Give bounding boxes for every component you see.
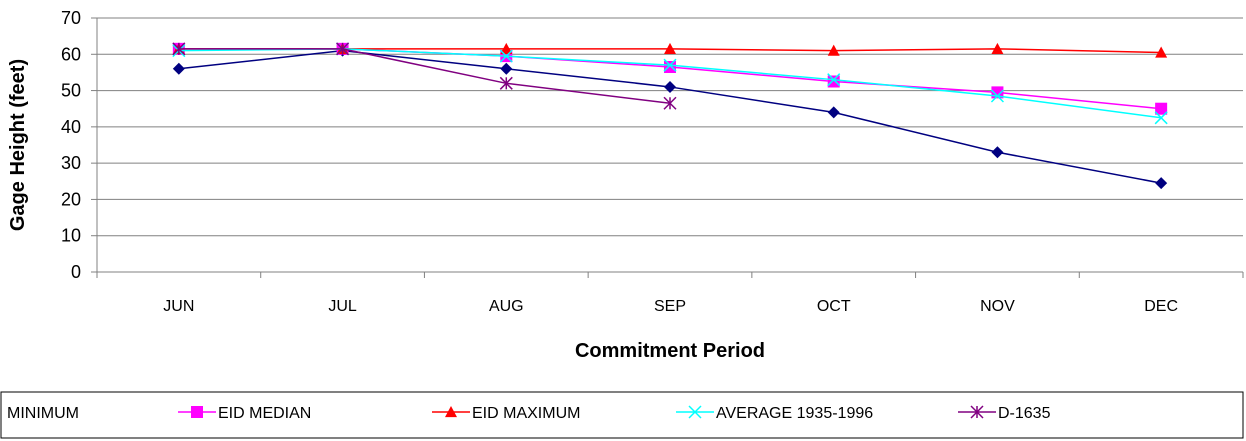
- axes: [91, 17, 1244, 278]
- legend-label: AVERAGE 1935-1996: [716, 405, 873, 422]
- data-point: [1154, 111, 1168, 125]
- legend-item: EID MAXIMUM: [432, 405, 580, 422]
- data-point: [500, 42, 513, 54]
- x-tick-labels: JUN JUL AUG SEP OCT NOV DEC: [163, 298, 1178, 315]
- legend-swatch-marker: [970, 405, 984, 419]
- y-tick-label: 50: [61, 81, 81, 101]
- series-line: [178, 48, 671, 105]
- data-point: [336, 42, 350, 56]
- legend: MINIMUM EID MEDIAN EID MAXIMUM AVERAGE 1935…: [7, 405, 1051, 422]
- data-point: [664, 60, 676, 73]
- x-tick-label: DEC: [1144, 298, 1178, 315]
- data-point: [500, 62, 513, 75]
- data-point: [827, 75, 840, 88]
- series-group: [172, 42, 1168, 190]
- x-tick-label: JUN: [163, 298, 194, 315]
- data-point: [991, 42, 1004, 54]
- x-tick-label: OCT: [817, 298, 851, 315]
- data-point: [499, 49, 513, 63]
- x-axis-title: Commitment Period: [575, 340, 765, 362]
- x-tick-label: NOV: [980, 298, 1015, 315]
- data-point: [827, 106, 840, 119]
- y-tick-label: 20: [61, 189, 81, 209]
- data-point: [827, 44, 840, 56]
- data-point: [663, 96, 677, 110]
- data-point: [827, 73, 841, 87]
- y-tick-label: 60: [61, 44, 81, 64]
- data-point: [172, 62, 185, 75]
- y-tick-label: 0: [71, 262, 81, 282]
- series-eid-maximum: [172, 42, 1168, 58]
- legend-swatch-marker: [191, 406, 203, 418]
- data-point: [664, 80, 676, 93]
- data-point: [172, 42, 186, 56]
- data-point: [1155, 177, 1168, 190]
- data-point: [1155, 46, 1168, 58]
- y-tick-label: 10: [61, 226, 81, 246]
- y-tick-label: 40: [61, 117, 81, 137]
- legend-label: MINIMUM: [7, 405, 79, 422]
- legend-box: [0, 391, 1244, 439]
- legend-item: EID MEDIAN: [178, 405, 311, 422]
- legend-swatch-marker: [688, 405, 702, 419]
- x-tick-label: AUG: [489, 298, 524, 315]
- series-d-1635: [172, 42, 677, 110]
- x-tick-label: SEP: [654, 298, 686, 315]
- y-tick-label: 70: [61, 8, 81, 28]
- legend-label: D-1635: [998, 405, 1051, 422]
- legend-swatch-marker: [445, 406, 457, 418]
- data-point: [990, 89, 1004, 103]
- data-point: [664, 42, 676, 54]
- legend-item: AVERAGE 1935-1996: [676, 405, 873, 422]
- data-point: [499, 76, 513, 90]
- data-point: [1155, 102, 1168, 115]
- legend-item: D-1635: [958, 405, 1051, 422]
- legend-label: EID MEDIAN: [218, 405, 311, 422]
- legend-item: MINIMUM: [7, 405, 79, 422]
- y-axis-title: Gage Height (feet): [7, 59, 29, 231]
- x-tick-label: JUL: [328, 298, 357, 315]
- data-point: [663, 58, 677, 72]
- legend-label: EID MAXIMUM: [472, 405, 580, 422]
- data-point: [991, 146, 1004, 159]
- y-tick-label: 30: [61, 153, 81, 173]
- y-tick-labels: 0 10 20 30 40 50 60 70: [61, 8, 81, 282]
